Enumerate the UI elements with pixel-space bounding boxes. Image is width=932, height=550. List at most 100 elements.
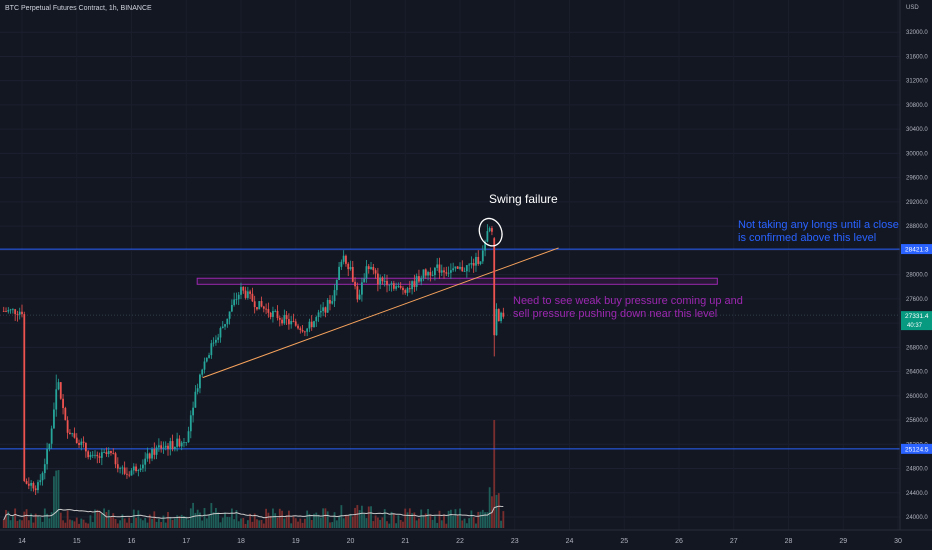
volume-bar xyxy=(404,508,407,528)
volume-bar xyxy=(21,520,23,528)
volume-bar xyxy=(173,518,176,528)
candle-body xyxy=(219,328,222,338)
candle-body xyxy=(110,450,112,453)
y-tick-label: 25600.0 xyxy=(906,418,928,424)
volume-bar xyxy=(112,513,115,528)
volume-bar xyxy=(502,511,505,528)
time-axis[interactable]: 14 15 16 17 18 19 20 21 22 23 24 25 26 27 28 29 30 xyxy=(18,538,902,545)
candle-body xyxy=(434,267,436,276)
y-tick-label: 30400.0 xyxy=(906,127,928,133)
candle-body xyxy=(326,299,329,313)
candle-body xyxy=(187,431,190,443)
volume-bar xyxy=(164,522,167,528)
candle-body xyxy=(62,398,64,409)
candle-body xyxy=(132,466,135,471)
candle-body xyxy=(465,265,468,272)
volume-bar xyxy=(128,517,131,528)
volume-bar xyxy=(363,513,366,528)
candle-body xyxy=(399,286,402,288)
volume-bar xyxy=(397,515,400,528)
candle-body xyxy=(246,291,249,298)
volume-bar xyxy=(105,511,108,528)
volume-bar xyxy=(23,511,26,528)
volume-bar xyxy=(160,522,163,528)
candle-body xyxy=(388,284,391,286)
x-tick-label: 28 xyxy=(785,538,793,545)
candle-body xyxy=(260,301,263,307)
candle-body xyxy=(203,361,206,370)
volume-bar xyxy=(25,509,28,528)
volume-bar xyxy=(395,523,398,528)
candle-body xyxy=(237,294,240,300)
candle-body xyxy=(27,483,30,486)
candle-body xyxy=(137,470,140,472)
volume-bar xyxy=(445,523,448,528)
volume-bar xyxy=(413,512,416,528)
candle-body xyxy=(342,255,345,262)
y-tick-label: 31600.0 xyxy=(906,54,928,60)
price-axis[interactable]: 24000.024400.024800.025200.025600.026000… xyxy=(906,30,928,521)
volume-bar xyxy=(468,518,471,528)
candle-body xyxy=(41,473,44,481)
candle-body xyxy=(153,449,156,455)
volume-bar xyxy=(335,520,338,528)
x-tick-label: 23 xyxy=(511,538,519,545)
volume-bar xyxy=(171,520,174,528)
volume-bar xyxy=(265,508,267,528)
volume-bar xyxy=(381,517,384,528)
candle-body xyxy=(306,328,309,332)
candle-body xyxy=(477,256,480,265)
candle-body xyxy=(290,321,293,325)
volume-bar xyxy=(43,508,46,528)
x-tick-label: 25 xyxy=(620,538,628,545)
candle-body xyxy=(189,415,192,432)
volume-bar xyxy=(162,515,165,528)
volume-bar xyxy=(203,508,206,528)
volume-bar xyxy=(55,470,58,528)
candle-body xyxy=(217,337,220,340)
volume-bar xyxy=(110,516,112,528)
candle-body xyxy=(335,279,338,291)
volume-bar xyxy=(418,518,420,528)
x-tick-label: 24 xyxy=(566,538,574,545)
y-tick-label: 31200.0 xyxy=(906,79,928,85)
ascending-trendline xyxy=(202,247,559,379)
y-tick-label: 24800.0 xyxy=(906,467,928,473)
candle-body xyxy=(208,355,210,358)
candle-body xyxy=(379,277,382,285)
volume-bar xyxy=(278,508,281,528)
volume-bar xyxy=(262,523,265,528)
volume-bar xyxy=(283,518,286,528)
volume-bar xyxy=(358,510,361,528)
candle-body xyxy=(169,441,172,450)
candle-body xyxy=(324,307,327,313)
volume-bar xyxy=(187,519,190,528)
volume-bar xyxy=(89,515,92,528)
candle-body xyxy=(383,280,386,282)
candle-body xyxy=(69,432,71,435)
volume-bar xyxy=(80,518,83,528)
candle-body xyxy=(199,374,201,389)
candle-body xyxy=(210,343,213,356)
volume-bar xyxy=(208,514,210,528)
volume-bar xyxy=(233,519,236,528)
volume-bar xyxy=(422,515,425,528)
volume-bar xyxy=(237,521,240,528)
current-price-tag xyxy=(901,311,932,331)
candle-body xyxy=(356,286,359,300)
volume-bar xyxy=(87,523,90,528)
candle-body xyxy=(228,311,231,319)
volume-bar xyxy=(14,508,17,528)
volume-bar xyxy=(461,520,464,528)
candle-body xyxy=(162,447,165,449)
volume-bar xyxy=(66,510,69,528)
candle-body xyxy=(395,286,398,289)
candle-body xyxy=(126,473,128,475)
volume-bar xyxy=(475,523,477,528)
volume-bar xyxy=(297,521,299,528)
volume-bar xyxy=(349,513,352,528)
candle-body xyxy=(96,454,99,457)
candle-body xyxy=(381,277,384,282)
candle-body xyxy=(392,283,395,289)
